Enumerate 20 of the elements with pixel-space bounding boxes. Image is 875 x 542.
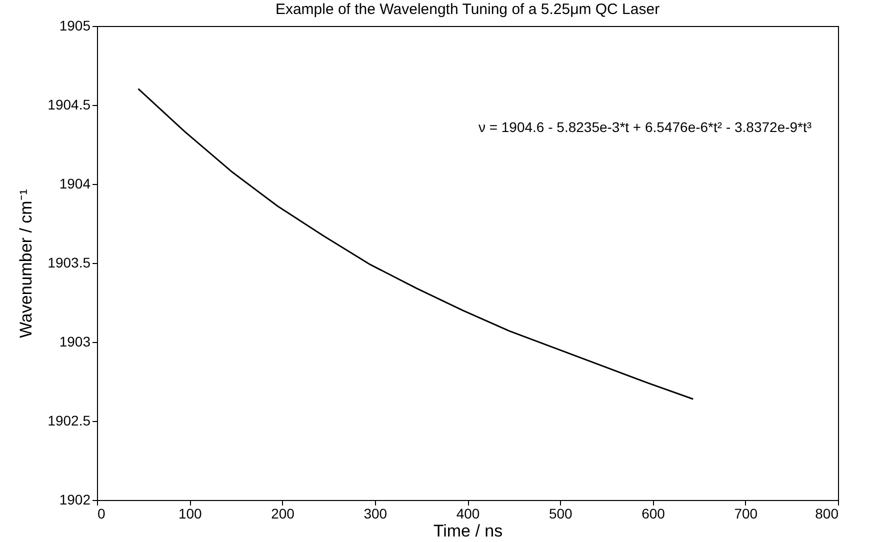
x-tick-label: 300 (364, 506, 388, 522)
y-tick-label: 1902.5 (48, 412, 91, 428)
y-tick-label: 1904.5 (48, 96, 91, 112)
y-tick-label: 1902 (59, 492, 91, 508)
x-tick-label: 200 (271, 506, 295, 522)
y-tick-label: 1903.5 (48, 254, 91, 270)
x-tick-label: 600 (642, 506, 666, 522)
x-axis-title: Time / ns (433, 522, 503, 540)
annotation: ν = 1904.6 - 5.8235e-3*t + 6.5476e-6*t² - 3.8372e-9*t³ (478, 119, 812, 135)
y-tick-label: 1905 (59, 18, 91, 34)
y-tick-label: 1904 (59, 176, 91, 192)
x-tick-label: 700 (734, 506, 758, 522)
y-tick-label: 1903 (59, 334, 91, 350)
chart-title: Example of the Wavelength Tuning of a 5.25μm QC Laser (275, 1, 660, 18)
x-tick-label: 800 (815, 506, 839, 522)
y-axis-title: Wavenumber / cm⁻¹ (16, 188, 36, 338)
x-tick-label: 500 (548, 506, 573, 522)
x-tick-label: 400 (456, 506, 480, 522)
x-tick-label: 0 (98, 506, 106, 522)
x-tick-label: 100 (178, 506, 202, 522)
